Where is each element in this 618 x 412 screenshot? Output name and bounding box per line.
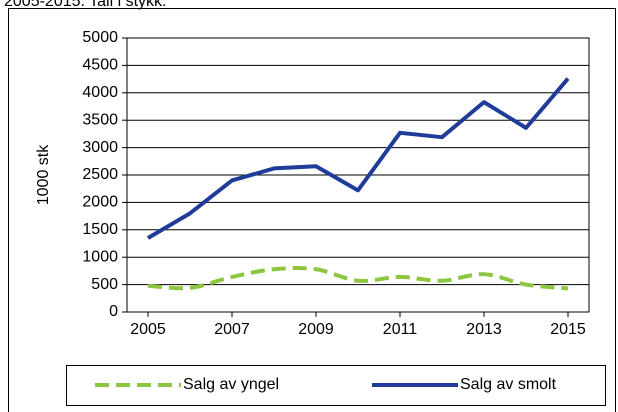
- plot-frame: [126, 37, 590, 313]
- y-tick-label: 3000: [82, 139, 118, 156]
- y-tick-label: 0: [109, 303, 118, 320]
- y-tick-label: 2000: [82, 194, 118, 211]
- y-tick-label: 2500: [82, 166, 118, 183]
- series-line: [147, 266, 569, 291]
- y-tick-label: 500: [91, 276, 118, 293]
- y-tick-label: 4500: [82, 57, 118, 74]
- chart-frame: [8, 8, 616, 412]
- y-tick-label: 1500: [82, 221, 118, 238]
- legend-label: Salg av yngel: [183, 376, 279, 393]
- x-tick-label: 2015: [550, 321, 586, 338]
- x-tick-label: 2005: [130, 321, 166, 338]
- y-tick-label: 1000: [82, 248, 118, 265]
- x-tick-label: 2009: [298, 321, 334, 338]
- y-tick-label: 3500: [82, 111, 118, 128]
- x-tick-label: 2011: [383, 321, 418, 338]
- y-axis-label: 1000 stk: [35, 144, 52, 205]
- y-tick-label: 4000: [82, 84, 118, 101]
- y-tick-label: 5000: [82, 29, 118, 46]
- chart-title: 2005-2015. Tall i stykk.: [4, 0, 166, 10]
- series-line: [146, 77, 570, 240]
- x-tick-label: 2007: [214, 321, 250, 338]
- legend-label: Salg av smolt: [460, 376, 557, 393]
- legend-box: [66, 365, 606, 406]
- x-tick-label: 2013: [466, 321, 502, 338]
